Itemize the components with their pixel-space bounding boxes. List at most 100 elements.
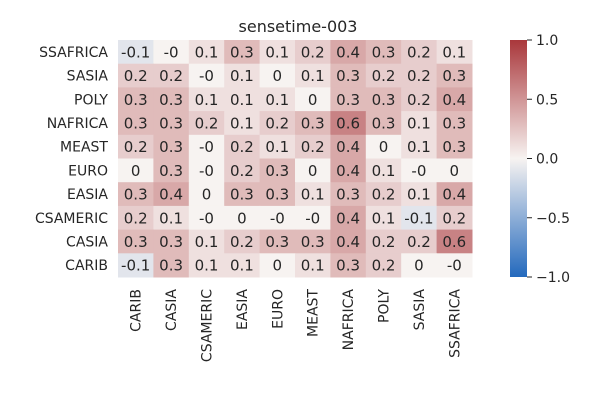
heatmap-cell: [365, 253, 402, 278]
cell-value-label: 0.2: [301, 138, 325, 156]
heatmap-cell: [295, 182, 331, 207]
cell-value-label: 0.1: [230, 257, 254, 275]
heatmap-cell: [188, 87, 225, 112]
cell-value-label: 0.3: [159, 114, 183, 132]
cell-value-label: 0: [202, 186, 212, 204]
colorbar-tick-labels: 1.0 0.5 0.0 −0.5 −1.0: [527, 33, 570, 286]
y-axis-tick-labels: SSAFRICA SASIA POLY NAFRICA MEAST EURO EASIA CS…: [35, 45, 108, 274]
heatmap-cell: [153, 40, 190, 65]
heatmap-cell: [118, 111, 154, 136]
cell-value-label: 0.4: [442, 186, 466, 204]
cell-value-label: 0.1: [265, 138, 289, 156]
cell-value-label: -0.1: [121, 43, 150, 61]
heatmap-cell: [118, 134, 154, 159]
heatmap-cell: [188, 111, 225, 136]
heatmap-cell: [153, 134, 190, 159]
heatmap-cell: [330, 182, 367, 207]
cell-value-label: 0.1: [265, 91, 289, 109]
heatmap-cell: [153, 182, 190, 207]
heatmap-cell-labels: -0.1 -0 0.1 0.3 0.1 0.2 0.4 0.3 0.2 0.1 0.2 0.2 -0 0.…: [121, 43, 466, 274]
heatmap-cell: [259, 134, 296, 159]
cell-value-label: 0.4: [336, 138, 360, 156]
cell-value-label: 0.1: [301, 257, 325, 275]
cell-value-label: 0.2: [124, 138, 148, 156]
heatmap-cell: [118, 63, 154, 88]
y-tick-label: POLY: [74, 92, 108, 108]
cell-value-label: 0.4: [159, 186, 183, 204]
cell-value-label: 0.2: [230, 138, 254, 156]
cell-value-label: -0: [447, 257, 462, 275]
heatmap-cell: [401, 134, 438, 159]
cell-value-label: 0.1: [230, 67, 254, 85]
cell-value-label: 0.1: [195, 43, 219, 61]
heatmap-cell: [224, 158, 261, 183]
heatmap-cell: [118, 87, 154, 112]
cell-value-label: 0.3: [159, 91, 183, 109]
cell-value-label: 0.1: [195, 257, 219, 275]
heatmap-cell: [365, 205, 402, 231]
cell-value-label: 0.3: [124, 186, 148, 204]
cell-value-label: 0.2: [407, 43, 431, 61]
cell-value-label: 0: [379, 138, 389, 156]
cell-value-label: 0.2: [442, 209, 466, 227]
cell-value-label: 0.2: [407, 91, 431, 109]
colorbar: [510, 40, 527, 277]
heatmap-cell: [330, 229, 367, 254]
heatmap-cell: [153, 205, 190, 231]
heatmap-cell: [330, 40, 367, 65]
x-tick-label: NAFRICA: [341, 289, 357, 351]
heatmap-cell: [401, 63, 438, 88]
cell-value-label: 0.2: [372, 233, 396, 251]
heatmap-cell: [436, 158, 473, 183]
heatmap-cell: [401, 87, 438, 112]
heatmap-cell: [295, 229, 331, 254]
colorbar-tick-label: −1.0: [536, 270, 570, 286]
heatmap-cells: [118, 40, 473, 278]
heatmap-cell: [365, 158, 402, 183]
cell-value-label: 0.3: [265, 186, 289, 204]
heatmap-cell: [153, 158, 190, 183]
cell-value-label: -0: [199, 162, 214, 180]
heatmap-cell: [118, 205, 154, 231]
cell-value-label: 0.4: [336, 162, 360, 180]
cell-value-label: 0: [414, 257, 424, 275]
heatmap-cell: [224, 205, 261, 231]
cell-value-label: 0.3: [230, 43, 254, 61]
cell-value-label: 0.3: [336, 91, 360, 109]
heatmap-cell: [436, 134, 473, 159]
cell-value-label: 0.1: [230, 114, 254, 132]
heatmap-cell: [436, 40, 473, 65]
heatmap-cell: [259, 182, 296, 207]
cell-value-label: 0.2: [407, 67, 431, 85]
cell-value-label: 0.1: [159, 209, 183, 227]
heatmap-cell: [295, 87, 331, 112]
heatmap-cell: [295, 253, 331, 278]
cell-value-label: 0.3: [372, 114, 396, 132]
cell-value-label: 0.3: [265, 162, 289, 180]
heatmap-cell: [436, 111, 473, 136]
cell-value-label: 0.1: [301, 67, 325, 85]
heatmap-cell: [365, 229, 402, 254]
cell-value-label: 0.3: [336, 186, 360, 204]
cell-value-label: 0.4: [442, 91, 466, 109]
cell-value-label: 0.1: [230, 91, 254, 109]
x-tick-label: SSAFRICA: [447, 289, 463, 358]
cell-value-label: 0.3: [336, 67, 360, 85]
cell-value-label: 0.3: [159, 138, 183, 156]
heatmap-cell: [224, 87, 261, 112]
y-tick-label: SSAFRICA: [39, 45, 108, 61]
cell-value-label: 0.1: [195, 233, 219, 251]
heatmap-cell: [224, 40, 261, 65]
cell-value-label: 0.1: [407, 138, 431, 156]
heatmap-cell: [365, 182, 402, 207]
heatmap-cell: [188, 134, 225, 159]
heatmap-cell: [330, 111, 367, 136]
heatmap-cell: [436, 253, 473, 278]
cell-value-label: 0.3: [265, 233, 289, 251]
cell-value-label: 0.1: [372, 209, 396, 227]
cell-value-label: 0.2: [372, 257, 396, 275]
cell-value-label: 0.1: [407, 114, 431, 132]
heatmap-cell: [436, 205, 473, 231]
heatmap-cell: [436, 182, 473, 207]
cell-value-label: -0: [411, 162, 426, 180]
